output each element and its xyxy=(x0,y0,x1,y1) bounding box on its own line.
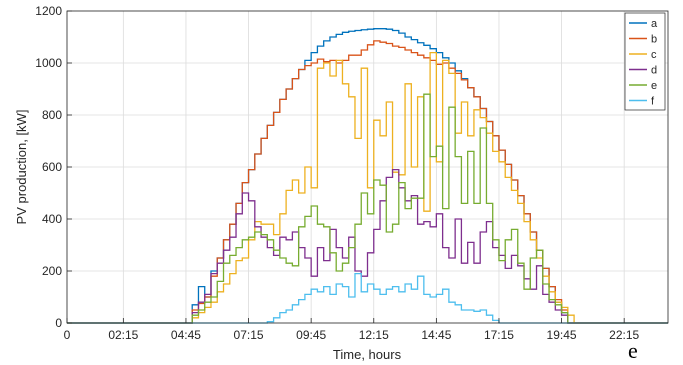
x-tick-label: 07:15 xyxy=(234,328,264,342)
x-tick-label: 09:45 xyxy=(296,328,326,342)
x-tick-label: 19:45 xyxy=(547,328,577,342)
y-tick-label: 800 xyxy=(42,108,62,122)
y-tick-label: 400 xyxy=(42,212,62,226)
x-tick-label: 04:45 xyxy=(171,328,201,342)
legend-box xyxy=(624,12,666,111)
legend-label-b: b xyxy=(651,34,657,46)
legend-label-d: d xyxy=(651,65,657,77)
series-lines xyxy=(67,28,668,324)
y-axis-label: PV production, [kW] xyxy=(14,110,29,225)
series-line-e xyxy=(67,93,668,324)
series-line-d xyxy=(67,168,668,324)
tick-labels: 0 02:15 04:45 07:15 09:45 12:15 14:45 17:15 19:4… xyxy=(35,4,639,342)
x-axis-label: Time, hours xyxy=(333,347,402,362)
y-tick-label: 600 xyxy=(42,160,62,174)
panel-letter: e xyxy=(628,338,638,363)
y-tick-label: 1200 xyxy=(35,4,62,18)
x-tick-label: 22:15 xyxy=(609,328,639,342)
x-tick-label: 0 xyxy=(64,328,71,342)
series-line-f xyxy=(67,272,668,324)
legend-label-a: a xyxy=(651,18,658,30)
y-tick-label: 1000 xyxy=(35,56,62,70)
legend-label-e: e xyxy=(651,80,657,92)
x-tick-label: 17:15 xyxy=(484,328,514,342)
y-tick-label: 200 xyxy=(42,264,62,278)
legend-label-f: f xyxy=(651,96,655,108)
y-tick-label: 0 xyxy=(55,316,62,330)
x-tick-label: 02:15 xyxy=(108,328,138,342)
series-line-c xyxy=(67,51,668,324)
series-line-b xyxy=(67,40,668,324)
legend-label-c: c xyxy=(651,49,657,61)
x-tick-label: 14:45 xyxy=(421,328,451,342)
x-tick-label: 12:15 xyxy=(359,328,389,342)
